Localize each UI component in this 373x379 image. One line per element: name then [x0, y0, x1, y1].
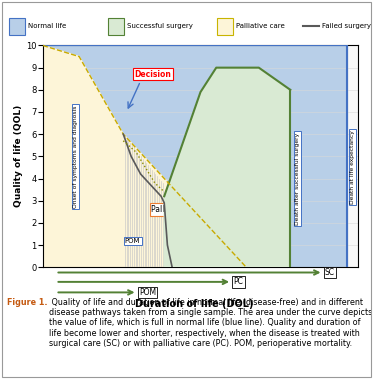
Text: Onset of symptoms and diagnosis: Onset of symptoms and diagnosis	[73, 105, 78, 208]
Text: PC: PC	[233, 277, 244, 287]
Text: Surgical care: Surgical care	[196, 123, 246, 132]
Polygon shape	[43, 45, 246, 267]
Text: POM: POM	[125, 238, 140, 244]
Bar	[9, 19, 25, 34]
Text: Death with palliative care: Death with palliative care	[251, 162, 256, 239]
Text: Decision: Decision	[134, 69, 171, 78]
Bar	[217, 19, 233, 34]
Text: Figure 1.: Figure 1.	[7, 298, 48, 307]
Polygon shape	[164, 67, 290, 267]
Text: Duration of life (DOL): Duration of life (DOL)	[135, 299, 253, 309]
Text: Palliative care: Palliative care	[151, 205, 206, 214]
Polygon shape	[43, 45, 347, 267]
Text: Successful surgery: Successful surgery	[127, 23, 192, 28]
Text: POM: POM	[139, 288, 156, 297]
Y-axis label: Quality of life (QOL): Quality of life (QOL)	[15, 105, 23, 207]
Text: Palliative care: Palliative care	[236, 23, 285, 28]
Text: Death after successful surgery: Death after successful surgery	[295, 132, 300, 225]
Text: Quality of life and duration of life in normal life (disease-free) and in differ: Quality of life and duration of life in …	[48, 298, 372, 348]
Text: Death at life expectancy: Death at life expectancy	[350, 130, 355, 204]
Text: SC: SC	[325, 268, 335, 277]
Bar	[108, 19, 124, 34]
Text: Failed surgery: Failed surgery	[322, 23, 371, 28]
Text: Normal life: Normal life	[28, 23, 66, 28]
